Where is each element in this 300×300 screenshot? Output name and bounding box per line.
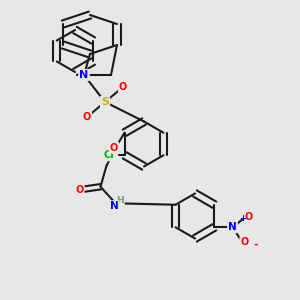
- Text: O: O: [110, 143, 118, 153]
- Text: O: O: [75, 185, 84, 195]
- Text: Cl: Cl: [103, 150, 114, 160]
- Text: O: O: [245, 212, 253, 222]
- Text: O: O: [119, 82, 127, 92]
- Text: +: +: [239, 214, 246, 223]
- Text: O: O: [240, 237, 249, 247]
- Text: N: N: [110, 201, 118, 211]
- Text: O: O: [83, 112, 91, 122]
- Text: H: H: [116, 196, 124, 205]
- Text: N: N: [80, 70, 88, 80]
- Text: N: N: [228, 222, 237, 232]
- Text: S: S: [101, 97, 109, 107]
- Text: -: -: [253, 239, 257, 249]
